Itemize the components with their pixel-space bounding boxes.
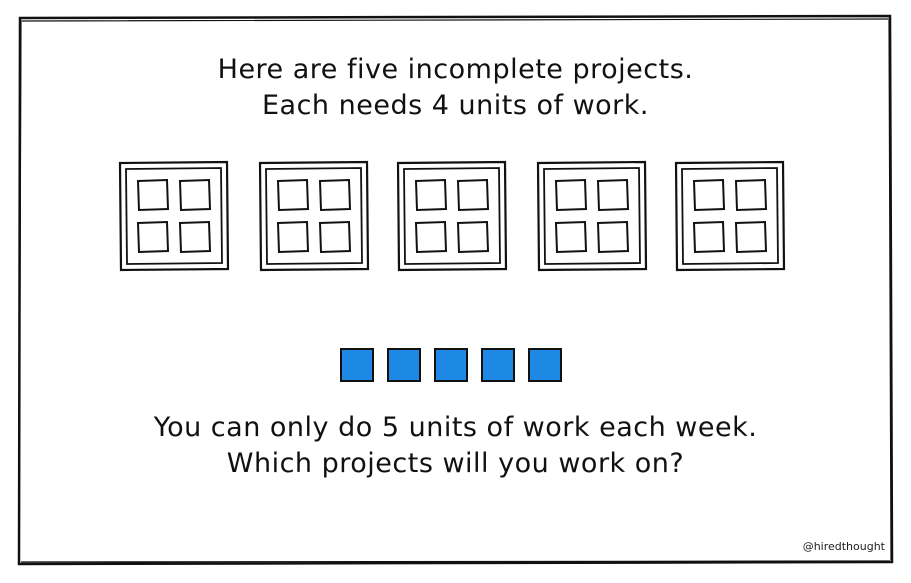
project-5-unit-slot	[734, 178, 768, 212]
project-4-unit-slot	[596, 220, 630, 254]
project-5-unit-slot	[692, 220, 726, 254]
author-credit: @hiredthought	[802, 540, 885, 553]
project-2-unit-slot	[318, 178, 352, 212]
work-unit-square	[387, 348, 421, 382]
project-4-unit-slot	[596, 178, 630, 212]
intro-line-1: Here are five incomplete projects.	[217, 54, 694, 85]
project-5-unit-slot	[734, 220, 768, 254]
project-3	[396, 160, 508, 272]
project-3-unit-slot	[456, 178, 490, 212]
work-unit-square	[340, 348, 374, 382]
project-1-unit-slot	[178, 178, 212, 212]
question-line-2: Which projects will you work on?	[226, 448, 685, 479]
project-1-unit-slot	[178, 220, 212, 254]
intro-text: Here are five incomplete projects. Each …	[0, 52, 911, 124]
project-2	[258, 160, 370, 272]
project-5-unit-slot	[692, 178, 726, 212]
project-5	[674, 160, 786, 272]
project-2-unit-slot	[276, 178, 310, 212]
question-line-1: You can only do 5 units of work each wee…	[153, 412, 758, 443]
question-text: You can only do 5 units of work each wee…	[0, 410, 911, 482]
work-unit-square	[481, 348, 515, 382]
work-unit-square	[434, 348, 468, 382]
project-4-unit-slot	[554, 220, 588, 254]
project-2-unit-slot	[276, 220, 310, 254]
project-4-unit-slot	[554, 178, 588, 212]
project-3-unit-slot	[414, 220, 448, 254]
project-2-unit-slot	[318, 220, 352, 254]
project-1	[118, 160, 230, 272]
project-3-unit-slot	[456, 220, 490, 254]
project-3-unit-slot	[414, 178, 448, 212]
project-1-unit-slot	[136, 178, 170, 212]
project-1-unit-slot	[136, 220, 170, 254]
intro-line-2: Each needs 4 units of work.	[261, 90, 650, 121]
work-unit-square	[528, 348, 562, 382]
project-4	[536, 160, 648, 272]
